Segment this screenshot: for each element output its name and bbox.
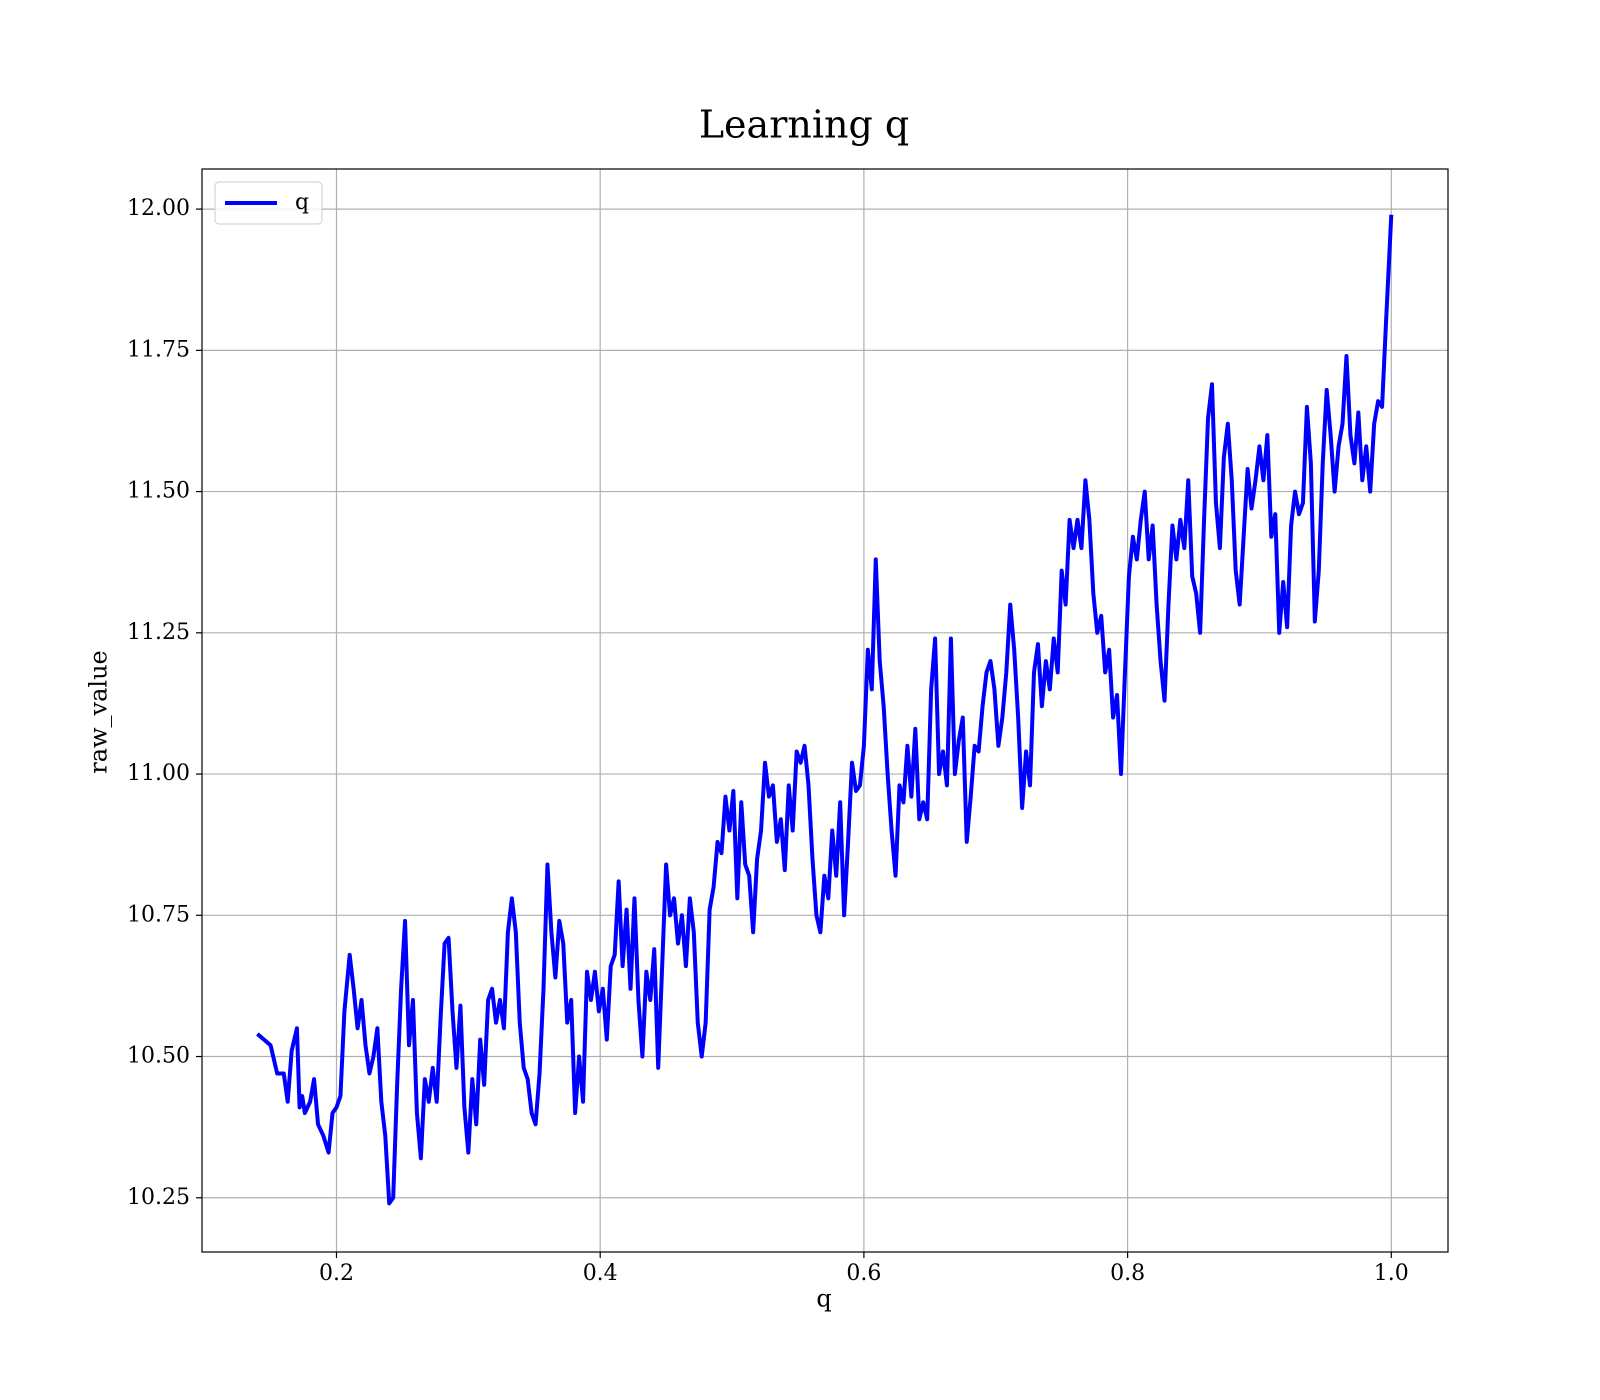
x-tick-label: 1.0 [1374, 1261, 1409, 1286]
chart-title: Learning q [699, 103, 909, 147]
x-axis-label: q [816, 1285, 831, 1313]
y-tick-label: 10.75 [127, 902, 190, 927]
y-axis-label: raw_value [85, 650, 113, 774]
legend: q [214, 181, 323, 225]
x-tick-label: 0.2 [319, 1261, 354, 1286]
y-tick-label: 11.25 [127, 620, 190, 645]
y-tick-label: 10.50 [127, 1044, 190, 1069]
y-tick-label: 11.75 [127, 337, 190, 362]
legend-label: q [295, 190, 309, 215]
y-tick-label: 10.25 [127, 1185, 190, 1210]
x-tick-label: 0.4 [583, 1261, 618, 1286]
x-tick-label: 0.8 [1110, 1261, 1145, 1286]
data-line [256, 214, 1394, 1206]
plot-frame [201, 168, 1449, 1253]
x-tick-label: 0.6 [846, 1261, 881, 1286]
y-tick-label: 11.00 [127, 761, 190, 786]
y-tick-label: 12.00 [127, 196, 190, 221]
y-tick-label: 11.50 [127, 479, 190, 504]
